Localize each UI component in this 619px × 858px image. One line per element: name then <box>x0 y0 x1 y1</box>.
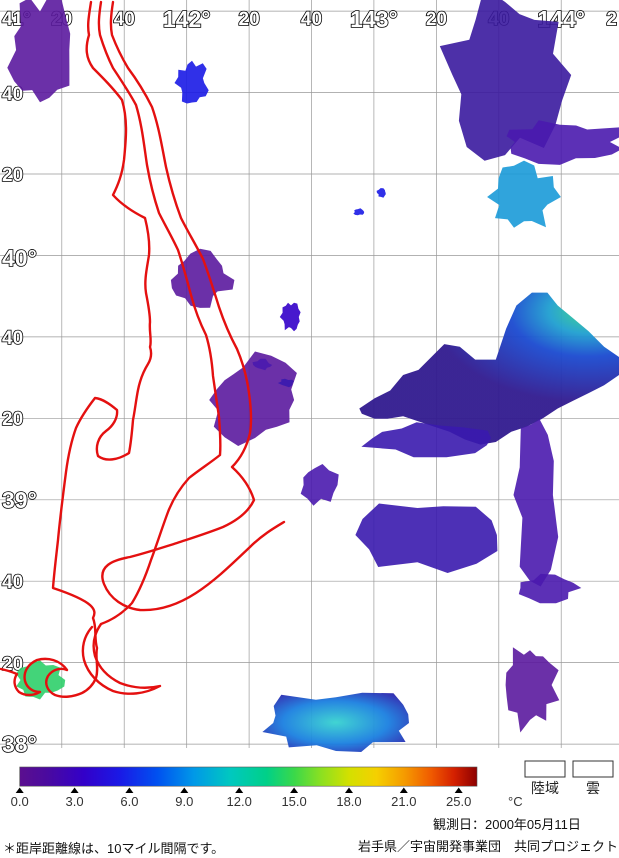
svg-text:9.0: 9.0 <box>175 794 193 809</box>
svg-text:40: 40 <box>301 9 322 30</box>
svg-text:39°: 39° <box>2 487 37 513</box>
svg-text:142°: 142° <box>163 6 211 32</box>
svg-text:°C: °C <box>508 794 523 809</box>
svg-text:6.0: 6.0 <box>120 794 138 809</box>
svg-text:3.0: 3.0 <box>66 794 84 809</box>
svg-text:陸域: 陸域 <box>531 780 559 796</box>
svg-text:40: 40 <box>114 9 135 30</box>
svg-text:20: 20 <box>2 165 23 186</box>
svg-text:0.0: 0.0 <box>11 794 29 809</box>
svg-text:40: 40 <box>2 572 23 593</box>
svg-text:25.0: 25.0 <box>446 794 471 809</box>
svg-text:20: 20 <box>239 9 260 30</box>
svg-text:15.0: 15.0 <box>281 794 306 809</box>
svg-text:12.0: 12.0 <box>227 794 252 809</box>
svg-text:20: 20 <box>426 9 447 30</box>
svg-text:40: 40 <box>2 328 23 349</box>
svg-text:雲: 雲 <box>586 780 600 796</box>
svg-text:18.0: 18.0 <box>336 794 361 809</box>
svg-text:観測日：2000年05月11日: 観測日：2000年05月11日 <box>433 817 581 832</box>
svg-text:＊距岸距離線は、10マイル間隔です。: ＊距岸距離線は、10マイル間隔です。 <box>3 841 224 856</box>
svg-text:2: 2 <box>606 9 617 30</box>
svg-text:143°: 143° <box>350 6 398 32</box>
svg-text:21.0: 21.0 <box>391 794 416 809</box>
svg-text:38°: 38° <box>2 731 37 757</box>
svg-text:20: 20 <box>2 409 23 430</box>
svg-text:岩手県／宇宙開発事業団 共同プロジェクト: 岩手県／宇宙開発事業団 共同プロジェクト <box>358 839 618 854</box>
svg-text:40°: 40° <box>2 245 37 271</box>
